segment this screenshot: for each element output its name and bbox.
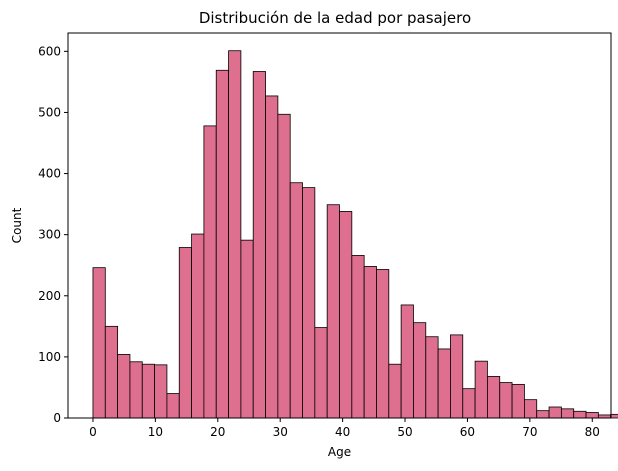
x-axis-label: Age — [328, 445, 351, 459]
histogram-bar — [289, 182, 303, 419]
histogram-bar — [92, 267, 106, 419]
histogram-bar — [376, 269, 390, 419]
y-tick-label: 100 — [38, 350, 61, 364]
x-tick-label: 20 — [210, 425, 225, 439]
histogram-bar — [252, 71, 266, 419]
histogram-bar — [166, 393, 180, 419]
histogram-bar — [388, 363, 402, 419]
histogram-bar — [560, 408, 575, 419]
x-axis-ticks: 0 10 20 30 40 50 60 70 80 — [89, 418, 600, 439]
histogram-bar — [265, 95, 279, 419]
histogram-bar — [117, 354, 131, 419]
plot-frame — [67, 32, 612, 419]
x-tick-label: 50 — [397, 425, 412, 439]
chart-title: Distribución de la edad por pasajero — [199, 9, 471, 27]
histogram-bar — [215, 69, 229, 419]
histogram-bar — [203, 125, 217, 419]
histogram-bar — [104, 325, 119, 419]
histogram-bar — [240, 239, 254, 419]
histogram-bar — [413, 322, 427, 419]
histogram-bar — [487, 376, 501, 419]
y-tick-label: 0 — [53, 411, 61, 425]
histogram-bar — [524, 399, 538, 419]
histogram-bar — [536, 410, 550, 419]
histogram-bar — [548, 406, 562, 419]
y-tick-label: 500 — [38, 105, 61, 119]
histogram-bar — [450, 334, 464, 419]
histogram-bar — [437, 348, 451, 419]
histogram-bar — [129, 361, 143, 419]
histogram-bar — [511, 383, 525, 419]
x-tick-label: 30 — [273, 425, 288, 439]
histogram-bar — [339, 211, 353, 419]
histogram-bar — [178, 247, 192, 419]
histogram-bar — [277, 113, 291, 419]
histogram-bar — [425, 336, 439, 419]
histogram-bar — [141, 363, 155, 419]
histogram-bar — [326, 204, 340, 419]
histogram-bar — [610, 413, 618, 419]
histogram-bar — [154, 364, 168, 419]
y-tick-label: 300 — [38, 228, 61, 242]
histogram-bar — [228, 50, 242, 419]
histogram-bar — [314, 327, 328, 419]
histogram-bar — [585, 412, 599, 419]
histogram-bar — [351, 255, 365, 419]
histogram-bar — [363, 266, 377, 419]
x-tick-label: 60 — [460, 425, 475, 439]
y-tick-label: 400 — [38, 167, 61, 181]
x-tick-label: 80 — [585, 425, 600, 439]
histogram-bar — [462, 388, 476, 419]
x-tick-label: 0 — [89, 425, 97, 439]
histogram-bar — [302, 187, 316, 419]
histogram-bar — [573, 410, 587, 419]
y-axis-label: Count — [10, 207, 24, 243]
y-tick-label: 200 — [38, 289, 61, 303]
histogram-bar — [191, 233, 205, 419]
y-tick-label: 600 — [38, 44, 61, 58]
histogram-bar — [400, 304, 414, 419]
y-axis-ticks: 0 100 200 300 400 500 600 — [38, 44, 68, 425]
histogram-bar — [499, 382, 513, 419]
x-tick-label: 40 — [335, 425, 350, 439]
bars-group — [92, 50, 618, 419]
histogram-bar — [474, 360, 488, 419]
x-tick-label: 10 — [148, 425, 163, 439]
x-tick-label: 70 — [522, 425, 537, 439]
